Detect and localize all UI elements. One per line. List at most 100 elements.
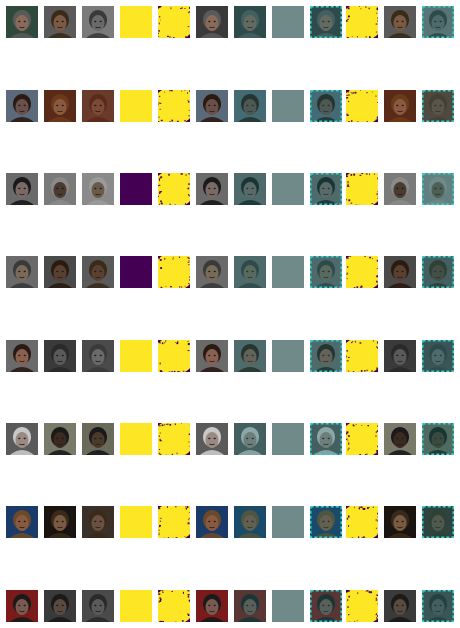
mask-tile-noisy — [346, 6, 378, 38]
face-thumbnail-tinted — [234, 90, 266, 122]
mask-tile-noisy — [346, 340, 378, 372]
face-thumbnail — [196, 506, 228, 538]
grid-row — [0, 506, 460, 538]
face-thumbnail — [196, 590, 228, 622]
face-thumbnail — [6, 340, 38, 372]
face-thumbnail — [44, 506, 76, 538]
face-thumbnail-tinted — [234, 340, 266, 372]
face-thumbnail-tinted — [234, 423, 266, 455]
face-thumbnail-teal-border — [422, 423, 454, 455]
face-thumbnail-teal-border — [310, 506, 342, 538]
mask-tile-noisy — [346, 90, 378, 122]
face-thumbnail — [384, 6, 416, 38]
face-thumbnail — [44, 6, 76, 38]
face-thumbnail-teal-border — [310, 173, 342, 205]
face-thumbnail-teal-border — [422, 340, 454, 372]
mask-tile — [120, 6, 152, 38]
face-thumbnail — [384, 173, 416, 205]
mask-tile-noisy — [158, 590, 190, 622]
face-thumbnail — [6, 6, 38, 38]
face-thumbnail-teal-border — [310, 340, 342, 372]
mask-tile — [120, 340, 152, 372]
face-thumbnail — [384, 90, 416, 122]
face-thumbnail — [82, 590, 114, 622]
face-thumbnail — [6, 423, 38, 455]
flat-tile — [272, 173, 304, 205]
face-thumbnail-teal-border — [310, 90, 342, 122]
face-thumbnail — [44, 256, 76, 288]
mask-tile-noisy — [158, 256, 190, 288]
face-thumbnail-tinted — [234, 6, 266, 38]
mask-tile-noisy — [158, 90, 190, 122]
face-thumbnail-tinted — [234, 256, 266, 288]
flat-tile — [272, 590, 304, 622]
grid-row — [0, 90, 460, 122]
face-thumbnail-teal-border — [310, 256, 342, 288]
face-thumbnail — [196, 340, 228, 372]
face-thumbnail-teal-border — [422, 90, 454, 122]
face-thumbnail — [384, 256, 416, 288]
mask-tile-noisy — [346, 423, 378, 455]
face-thumbnail — [6, 90, 38, 122]
mask-tile — [120, 423, 152, 455]
flat-tile — [272, 6, 304, 38]
mask-tile — [120, 590, 152, 622]
mask-tile-noisy — [158, 6, 190, 38]
face-thumbnail — [6, 590, 38, 622]
mask-tile-noisy — [346, 173, 378, 205]
mask-tile — [120, 173, 152, 205]
face-thumbnail — [82, 340, 114, 372]
flat-tile — [272, 506, 304, 538]
face-thumbnail — [44, 590, 76, 622]
face-thumbnail — [6, 173, 38, 205]
grid-row — [0, 590, 460, 622]
face-thumbnail — [44, 90, 76, 122]
face-thumbnail-teal-border — [422, 256, 454, 288]
face-thumbnail — [196, 90, 228, 122]
face-thumbnail — [82, 173, 114, 205]
face-thumbnail — [82, 506, 114, 538]
face-thumbnail-teal-border — [310, 423, 342, 455]
face-thumbnail-teal-border — [422, 590, 454, 622]
grid-row — [0, 6, 460, 38]
face-thumbnail — [82, 6, 114, 38]
face-thumbnail-teal-border — [422, 173, 454, 205]
face-thumbnail-teal-border — [310, 6, 342, 38]
flat-tile — [272, 340, 304, 372]
face-thumbnail — [82, 423, 114, 455]
mask-tile — [120, 256, 152, 288]
face-thumbnail — [6, 506, 38, 538]
face-thumbnail — [82, 256, 114, 288]
face-thumbnail — [384, 423, 416, 455]
face-thumbnail — [82, 90, 114, 122]
mask-tile-noisy — [158, 423, 190, 455]
grid-row — [0, 173, 460, 205]
face-thumbnail — [44, 340, 76, 372]
flat-tile — [272, 256, 304, 288]
face-thumbnail-tinted — [234, 173, 266, 205]
mask-tile-noisy — [158, 340, 190, 372]
face-thumbnail — [44, 173, 76, 205]
face-thumbnail — [384, 340, 416, 372]
mask-tile-noisy — [346, 256, 378, 288]
mask-tile-noisy — [158, 506, 190, 538]
face-thumbnail — [196, 6, 228, 38]
face-thumbnail-teal-border — [310, 590, 342, 622]
mask-tile — [120, 90, 152, 122]
face-thumbnail — [196, 173, 228, 205]
mask-tile — [120, 506, 152, 538]
face-thumbnail-tinted — [234, 590, 266, 622]
face-thumbnail — [196, 256, 228, 288]
grid-row — [0, 423, 460, 455]
face-thumbnail — [384, 506, 416, 538]
face-thumbnail-teal-border — [422, 506, 454, 538]
flat-tile — [272, 423, 304, 455]
face-thumbnail-tinted — [234, 506, 266, 538]
flat-tile — [272, 90, 304, 122]
grid-row — [0, 340, 460, 372]
face-thumbnail — [196, 423, 228, 455]
face-thumbnail — [44, 423, 76, 455]
mask-tile-noisy — [158, 173, 190, 205]
mask-tile-noisy — [346, 506, 378, 538]
